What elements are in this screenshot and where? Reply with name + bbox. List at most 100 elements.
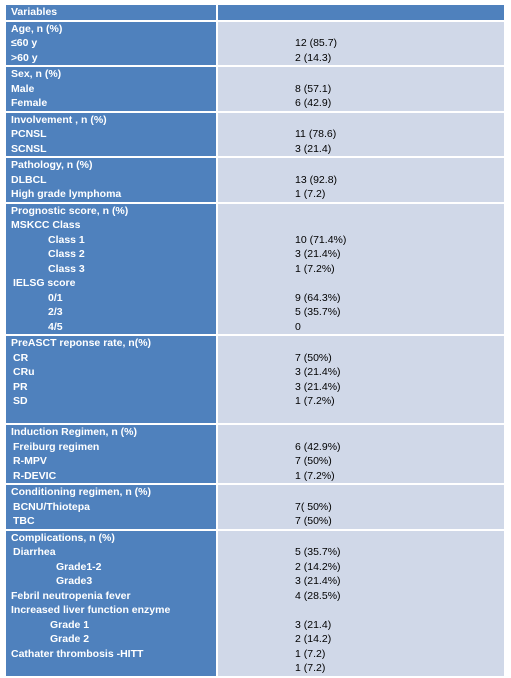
row-label: DLBCL [11,173,47,186]
row-value: 3 (21.4) [295,618,332,631]
row-label: Grade 2 [50,633,90,645]
row-value: 3 (21.4%) [295,248,341,260]
row-value: 1 (7.2%) [295,262,335,275]
section-value-cell: 12 (85.7) 2 (14.3) [217,20,504,67]
header-value [295,5,504,20]
section-value-cell: 5 (35.7%) 2 (14.2%) 3 (21.4%) 4 (28.5%) 3 (2… [217,529,504,678]
row-label: PCNSL [11,128,47,140]
row-value: 1 (7.2) [295,188,326,200]
row-value: 3 (21.4%) [295,366,341,378]
row-label [11,409,216,424]
section-title: Complications, n (%) [11,531,115,544]
row-label: SCNSL [11,142,47,155]
section-value-cell: 11 (78.6) 3 (21.4) [217,111,504,158]
row-value: 7 (50%) [295,351,332,364]
row-value: 7 (50%) [295,515,332,527]
row-label: Grade 1 [50,618,90,631]
section-title: PreASCT reponse rate, n(%) [11,337,152,349]
characteristics-table: Variables Age, n (%) ≤60 y >60 y 12 (85.7) 2… [6,5,504,678]
row-value: 1 (7.2%) [295,469,335,482]
section-value-cell: 6 (42.9%) 7 (50%) 1 (7.2%) [217,424,504,485]
section-value-cell: 8 (57.1) 6 (42.9) [217,66,504,113]
section-value-cell: 10 (71.4%) 3 (21.4%) 1 (7.2%) 9 (64.3%) 5 (3… [217,202,504,336]
section-label-cell: Sex, n (%) Male Female [6,66,218,113]
row-label: Class 3 [48,262,85,275]
row-label: 0/1 [48,291,63,304]
section-value-cell: 7 (50%) 3 (21.4%) 3 (21.4%) 1 (7.2%) [217,335,504,425]
row-label: 4/5 [48,320,63,333]
row-label: TBC [13,515,35,527]
row-value: 11 (78.6) [295,128,337,140]
row-value: 2 (14.3) [295,51,332,64]
section-label-cell: Involvement , n (%) PCNSL SCNSL [6,111,218,158]
section-row: Involvement , n (%) PCNSL SCNSL 11 (78.6) 3 … [6,111,504,158]
section-row: Conditioning regimen, n (%) BCNU/Thiotepa… [6,484,504,531]
section-title-spacer [295,485,504,500]
section-row: Complications, n (%) Diarrhea Grade1-2 Grad… [6,529,504,678]
row-value [295,276,504,291]
row-label: Grade1-2 [56,560,102,573]
row-label: 2/3 [48,306,63,318]
table-body: Variables Age, n (%) ≤60 y >60 y 12 (85.7) 2… [6,5,504,678]
section-label-cell: Conditioning regimen, n (%) BCNU/Thiotepa… [6,484,218,531]
section-value-cell: 7( 50%) 7 (50%) [217,484,504,531]
row-value: 3 (21.4%) [295,380,341,393]
section-row: PreASCT reponse rate, n(%) CR CRu PR SD 7 (50… [6,335,504,425]
row-label: Grade3 [56,575,93,587]
section-label-cell: Pathology, n (%) DLBCL High grade lymphoma [6,157,218,204]
header-label: Variables [11,6,58,18]
row-label: R-DEVIC [13,469,57,482]
section-value-cell: 13 (92.8) 1 (7.2) [217,157,504,204]
row-label: CRu [13,366,35,378]
row-label: Freiburg regimen [13,440,100,453]
row-value: 13 (92.8) [295,173,338,186]
row-value: 1 (7.2) [295,647,326,660]
section-title-spacer [295,531,504,546]
section-row: Pathology, n (%) DLBCL High grade lymphoma… [6,157,504,204]
row-value: 7( 50%) [295,500,332,513]
section-title: Prognostic score, n (%) [11,204,129,217]
row-label [11,661,216,676]
section-label-cell: Prognostic score, n (%) MSKCC Class Class … [6,202,218,336]
row-label: >60 y [11,51,38,64]
row-value: 8 (57.1) [295,82,332,95]
row-value: 1 (7.2) [295,662,326,674]
header-label-cell: Variables [6,5,218,22]
row-value: 6 (42.9) [295,97,332,109]
row-value [295,603,504,618]
section-label-cell: Age, n (%) ≤60 y >60 y [6,20,218,67]
row-label: Female [11,97,48,109]
row-value: 3 (21.4) [295,142,332,155]
section-label-cell: Complications, n (%) Diarrhea Grade1-2 Grad… [6,529,218,678]
section-title-spacer [295,113,504,128]
row-label: MSKCC Class [11,219,81,231]
row-label: BCNU/Thiotepa [13,500,90,513]
section-row: Sex, n (%) Male Female 8 (57.1) 6 (42.9) [6,66,504,113]
row-value: 12 (85.7) [295,37,338,49]
row-value: 1 (7.2%) [295,395,335,407]
row-value [295,409,504,424]
section-title-spacer [295,336,504,351]
row-label: Class 2 [48,248,85,260]
row-label: CR [13,351,29,364]
section-title: Involvement , n (%) [11,113,107,126]
section-title-spacer [295,67,504,82]
row-label: Male [11,82,35,95]
section-title: Age, n (%) [11,22,63,35]
row-value: 5 (35.7%) [295,546,341,558]
section-row: Induction Regimen, n (%) Freiburg regimen… [6,424,504,485]
row-label: R-MPV [13,455,47,467]
section-label-cell: PreASCT reponse rate, n(%) CR CRu PR SD [6,335,218,425]
section-title: Conditioning regimen, n (%) [11,486,151,498]
row-value: 7 (50%) [295,455,332,467]
row-label: Cathater thrombosis -HITT [11,647,144,660]
row-label: Diarrhea [13,546,56,558]
row-label: Febril neutropenia fever [11,589,131,602]
row-value: 9 (64.3%) [295,291,341,304]
row-value: 3 (21.4%) [295,575,341,587]
section-title: Induction Regimen, n (%) [11,426,137,438]
row-value: 6 (42.9%) [295,440,341,453]
section-label-cell: Induction Regimen, n (%) Freiburg regimen… [6,424,218,485]
row-label: Class 1 [48,233,85,246]
section-title: Pathology, n (%) [11,159,93,171]
